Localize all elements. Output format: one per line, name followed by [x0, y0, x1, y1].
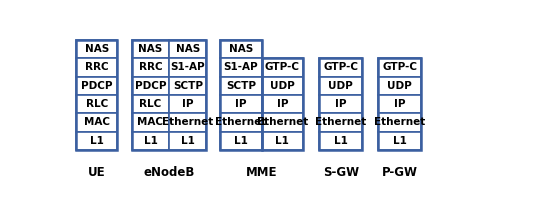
Text: MAC: MAC: [138, 117, 163, 127]
Text: L1: L1: [334, 136, 348, 146]
Bar: [76, 77, 117, 95]
Text: P-GW: P-GW: [382, 166, 417, 179]
Bar: [169, 113, 206, 132]
Bar: [220, 132, 262, 150]
Text: L1: L1: [144, 136, 157, 146]
Text: L1: L1: [276, 136, 289, 146]
Text: IP: IP: [235, 99, 246, 109]
Bar: [378, 58, 421, 77]
Text: Ethernet: Ethernet: [215, 117, 266, 127]
Text: NAS: NAS: [85, 44, 109, 54]
Bar: [132, 113, 169, 132]
Text: PDCP: PDCP: [81, 81, 112, 91]
Bar: [378, 58, 421, 150]
Bar: [76, 113, 117, 132]
Bar: [320, 95, 362, 113]
Bar: [220, 77, 262, 95]
Text: RLC: RLC: [86, 99, 108, 109]
Text: L1: L1: [234, 136, 248, 146]
Bar: [76, 95, 117, 113]
Bar: [320, 77, 362, 95]
Text: Ethernet: Ethernet: [162, 117, 213, 127]
Bar: [262, 58, 303, 77]
Text: S1-AP: S1-AP: [223, 62, 258, 72]
Bar: [220, 95, 262, 113]
Bar: [169, 40, 206, 58]
Text: UDP: UDP: [387, 81, 412, 91]
Bar: [220, 113, 262, 132]
Bar: [76, 58, 117, 77]
Text: IP: IP: [394, 99, 405, 109]
Bar: [169, 132, 206, 150]
Text: SCTP: SCTP: [226, 81, 256, 91]
Bar: [132, 40, 169, 58]
Text: PDCP: PDCP: [135, 81, 166, 91]
Text: MME: MME: [246, 166, 277, 179]
Bar: [169, 58, 206, 77]
Bar: [378, 77, 421, 95]
Bar: [132, 40, 206, 150]
Text: L1: L1: [90, 136, 103, 146]
Bar: [320, 58, 362, 150]
Bar: [378, 132, 421, 150]
Bar: [220, 58, 262, 77]
Text: S1-AP: S1-AP: [170, 62, 205, 72]
Bar: [132, 132, 169, 150]
Bar: [76, 40, 117, 150]
Text: RLC: RLC: [139, 99, 162, 109]
Bar: [169, 77, 206, 95]
Bar: [76, 132, 117, 150]
Bar: [220, 40, 262, 58]
Bar: [320, 58, 362, 77]
Text: eNodeB: eNodeB: [144, 166, 195, 179]
Text: UDP: UDP: [328, 81, 353, 91]
Text: GTP-C: GTP-C: [382, 62, 417, 72]
Text: MAC: MAC: [84, 117, 109, 127]
Text: Ethernet: Ethernet: [257, 117, 308, 127]
Text: IP: IP: [182, 99, 194, 109]
Text: UDP: UDP: [270, 81, 295, 91]
Bar: [320, 113, 362, 132]
Bar: [132, 77, 169, 95]
Text: IP: IP: [335, 99, 346, 109]
Bar: [320, 132, 362, 150]
Bar: [169, 95, 206, 113]
Bar: [220, 40, 262, 150]
Bar: [76, 40, 117, 58]
Text: GTP-C: GTP-C: [265, 62, 300, 72]
Bar: [132, 58, 169, 77]
Bar: [132, 95, 169, 113]
Bar: [262, 95, 303, 113]
Text: UE: UE: [88, 166, 106, 179]
Bar: [262, 58, 303, 150]
Bar: [262, 113, 303, 132]
Bar: [378, 95, 421, 113]
Text: Ethernet: Ethernet: [315, 117, 366, 127]
Text: S-GW: S-GW: [323, 166, 359, 179]
Text: L1: L1: [181, 136, 195, 146]
Text: RRC: RRC: [139, 62, 162, 72]
Text: RRC: RRC: [85, 62, 108, 72]
Text: Ethernet: Ethernet: [374, 117, 425, 127]
Text: GTP-C: GTP-C: [323, 62, 358, 72]
Text: NAS: NAS: [139, 44, 163, 54]
Bar: [378, 113, 421, 132]
Text: SCTP: SCTP: [173, 81, 203, 91]
Text: NAS: NAS: [229, 44, 253, 54]
Bar: [262, 132, 303, 150]
Bar: [262, 77, 303, 95]
Text: IP: IP: [277, 99, 288, 109]
Text: L1: L1: [393, 136, 406, 146]
Text: NAS: NAS: [175, 44, 200, 54]
